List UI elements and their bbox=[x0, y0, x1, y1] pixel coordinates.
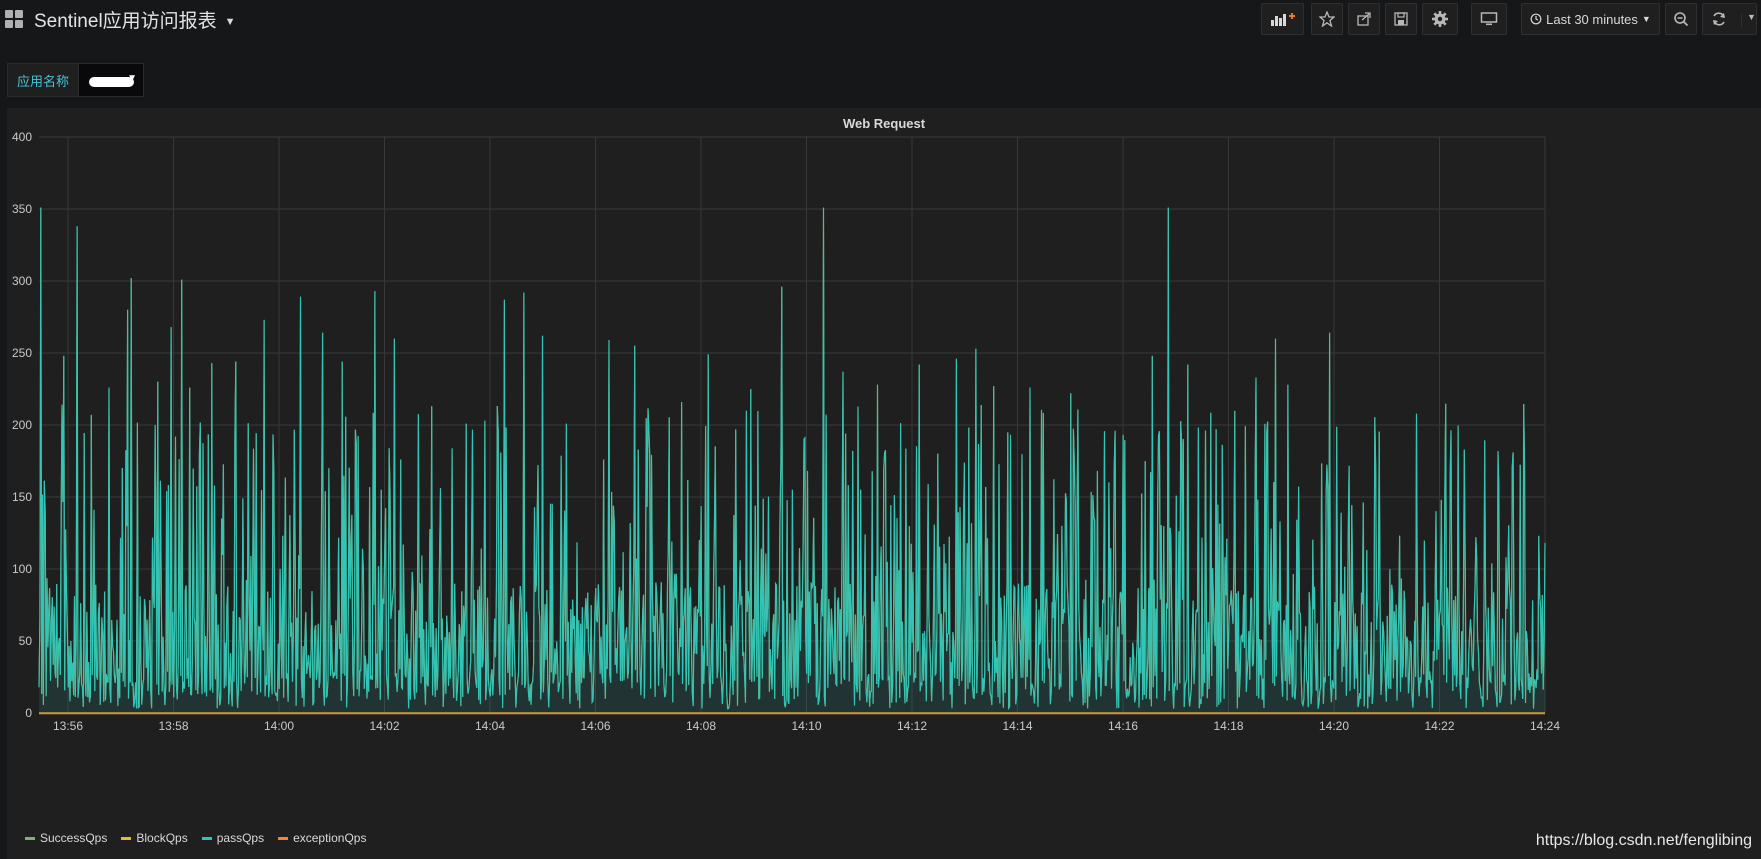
x-tick-label: 14:12 bbox=[897, 719, 927, 733]
template-variables: 应用名称 ▼ bbox=[7, 63, 145, 97]
dashboard-title: Sentinel应用访问报表 bbox=[34, 11, 217, 32]
x-tick-label: 14:16 bbox=[1108, 719, 1138, 733]
x-tick-label: 14:00 bbox=[264, 719, 294, 733]
legend-label: SuccessQps bbox=[40, 831, 108, 845]
y-tick-label: 250 bbox=[12, 346, 32, 360]
y-tick-label: 350 bbox=[12, 202, 32, 216]
time-range-label: Last 30 minutes bbox=[1546, 11, 1638, 27]
share-icon bbox=[1357, 12, 1371, 26]
legend-item-successqps[interactable]: SuccessQps bbox=[25, 831, 107, 845]
add-panel-button[interactable] bbox=[1261, 3, 1304, 35]
y-tick-label: 400 bbox=[12, 130, 32, 144]
clock-icon bbox=[1530, 13, 1542, 25]
top-navbar: Sentinel应用访问报表 ▼ bbox=[0, 0, 1761, 40]
x-tick-label: 14:10 bbox=[791, 719, 821, 733]
x-tick-label: 14:20 bbox=[1319, 719, 1349, 733]
y-tick-label: 50 bbox=[19, 634, 33, 648]
app-name-variable-select[interactable]: ▼ bbox=[79, 63, 145, 97]
y-tick-label: 150 bbox=[12, 490, 32, 504]
refresh-interval-caret-icon[interactable]: ▼ bbox=[1747, 12, 1756, 22]
chart-legend: SuccessQps BlockQps passQps exceptionQps bbox=[25, 831, 366, 845]
legend-swatch bbox=[278, 836, 289, 840]
x-tick-label: 14:08 bbox=[686, 719, 716, 733]
caret-down-icon: ▼ bbox=[127, 73, 138, 84]
redacted-app-name bbox=[89, 77, 135, 87]
x-tick-label: 14:22 bbox=[1424, 719, 1454, 733]
legend-label: exceptionQps bbox=[293, 831, 367, 845]
tv-mode-button[interactable] bbox=[1471, 3, 1507, 35]
legend-swatch bbox=[25, 836, 35, 840]
monitor-icon bbox=[1480, 12, 1498, 26]
x-tick-label: 13:58 bbox=[158, 719, 188, 733]
y-tick-label: 200 bbox=[12, 418, 32, 432]
legend-swatch bbox=[121, 836, 132, 840]
star-button[interactable] bbox=[1311, 3, 1343, 35]
app-name-variable-label: 应用名称 bbox=[7, 63, 80, 97]
settings-button[interactable] bbox=[1422, 3, 1458, 35]
gear-icon bbox=[1432, 11, 1448, 27]
x-tick-label: 14:06 bbox=[580, 719, 610, 733]
refresh-button[interactable]: ▼ bbox=[1702, 3, 1757, 35]
series-layer bbox=[38, 207, 1546, 715]
save-button[interactable] bbox=[1385, 3, 1417, 35]
passqps-series-line bbox=[38, 207, 1546, 710]
refresh-icon bbox=[1713, 12, 1725, 26]
legend-swatch bbox=[201, 836, 212, 840]
watermark-url: https://blog.csdn.net/fenglibing bbox=[1535, 832, 1752, 849]
legend-label: passQps bbox=[216, 831, 265, 845]
y-tick-label: 0 bbox=[25, 706, 32, 720]
x-tick-label: 13:56 bbox=[53, 719, 83, 733]
time-range-picker[interactable]: Last 30 minutes ▼ bbox=[1521, 3, 1660, 35]
x-tick-label: 14:24 bbox=[1530, 719, 1560, 733]
caret-down-icon: ▼ bbox=[1641, 14, 1651, 24]
panel-title[interactable]: Web Request bbox=[842, 116, 926, 131]
legend-item-blockqps[interactable]: BlockQps bbox=[121, 831, 188, 845]
zoom-out-icon bbox=[1674, 12, 1689, 27]
share-button[interactable] bbox=[1348, 3, 1380, 35]
y-tick-label: 300 bbox=[12, 274, 32, 288]
legend-label: BlockQps bbox=[136, 831, 188, 845]
legend-item-exceptionqps[interactable]: exceptionQps bbox=[278, 831, 366, 845]
dashboard-grid-icon[interactable] bbox=[5, 10, 25, 30]
zoom-out-button[interactable] bbox=[1665, 3, 1697, 35]
legend-item-passqps[interactable]: passQps bbox=[201, 831, 265, 845]
save-icon bbox=[1394, 12, 1408, 26]
dashboard-title-picker[interactable]: Sentinel应用访问报表 ▼ bbox=[34, 6, 236, 33]
caret-down-icon: ▼ bbox=[224, 15, 236, 28]
x-tick-label: 14:04 bbox=[475, 719, 505, 733]
x-tick-label: 14:02 bbox=[369, 719, 399, 733]
y-axis: 0 50 100 150 200 250 300 350 400 bbox=[12, 130, 32, 720]
web-request-chart[interactable]: 0 50 100 150 200 250 300 350 400 13:56 13:58 14:00… bbox=[7, 108, 1761, 859]
y-tick-label: 100 bbox=[12, 562, 32, 576]
web-request-panel: Web Request 0 50 100 150 200 250 300 350 400 13:… bbox=[7, 108, 1761, 859]
x-tick-label: 14:18 bbox=[1213, 719, 1243, 733]
star-icon bbox=[1319, 11, 1335, 27]
add-panel-icon bbox=[1270, 13, 1295, 26]
x-tick-label: 14:14 bbox=[1002, 719, 1032, 733]
x-axis: 13:56 13:58 14:00 14:02 14:04 14:06 14:08 14:10… bbox=[53, 719, 1560, 733]
